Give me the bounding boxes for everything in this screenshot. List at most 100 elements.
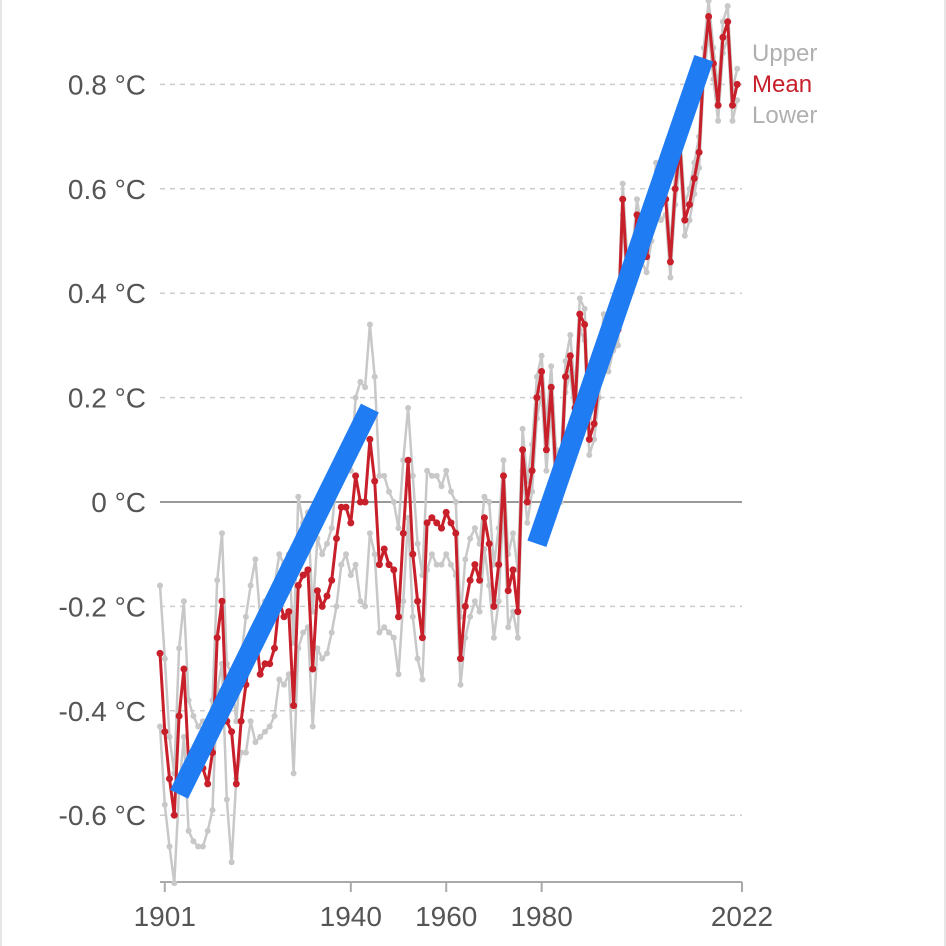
lower-point [262, 728, 268, 735]
mean-point [323, 592, 331, 600]
mean-point [695, 148, 703, 156]
mean-point [576, 310, 584, 318]
lower-point [352, 561, 359, 568]
upper-point [352, 394, 359, 401]
lower-point [157, 723, 163, 730]
lower-point [223, 796, 230, 803]
upper-point [366, 321, 373, 328]
lower-point [486, 582, 493, 589]
upper-point [371, 373, 378, 380]
lower-point [166, 843, 173, 850]
x-axis: 1901 1940 1960 1980 2022 [134, 881, 773, 932]
upper-point [471, 525, 478, 532]
upper-point [381, 472, 388, 479]
mean-point [528, 467, 536, 475]
upper-point [185, 697, 192, 704]
mean-point [166, 775, 173, 783]
mean-point [500, 472, 507, 480]
mean-point [375, 561, 383, 569]
lower-point [543, 467, 550, 474]
mean-point [333, 535, 340, 542]
mean-point [523, 498, 531, 506]
mean-point [399, 529, 407, 537]
lower-point [495, 598, 502, 605]
trend-line [170, 403, 379, 799]
lower-point [419, 676, 426, 683]
mean-point [170, 811, 178, 819]
mean-series [156, 13, 741, 819]
upper-point [428, 472, 435, 479]
mean-point [590, 420, 598, 428]
lower-point [586, 452, 593, 458]
mean-point [175, 712, 183, 720]
lower-point [252, 739, 259, 746]
mean-point [533, 394, 541, 402]
lower-point [667, 274, 674, 281]
upper-point [538, 352, 545, 359]
lower-point [161, 801, 168, 808]
frame-left-edge [0, 0, 2, 946]
mean-point [156, 649, 164, 657]
mean-point [671, 185, 679, 193]
mean-point [504, 587, 512, 595]
mean-point [395, 613, 402, 621]
mean-point [361, 498, 369, 506]
mean-point [724, 18, 732, 26]
mean-point [452, 529, 460, 537]
mean-point [414, 597, 422, 605]
lower-point [657, 217, 664, 224]
mean-point [342, 503, 350, 511]
y-tick-label: 0.6 °C [68, 174, 146, 205]
mean-point [318, 602, 326, 610]
legend-lower: Lower [752, 102, 817, 129]
mean-point [686, 201, 693, 208]
x-tick-label: 1980 [510, 901, 572, 932]
mean-point [352, 472, 360, 480]
upper-point [724, 3, 731, 10]
lower-point [300, 629, 307, 636]
mean-point [385, 561, 393, 569]
y-tick-label: 0 °C [91, 487, 146, 518]
lower-point [290, 770, 297, 777]
upper-point [180, 598, 187, 605]
mean-point [280, 613, 288, 621]
lower-point [357, 598, 364, 605]
lower-point [185, 827, 192, 834]
mean-point [304, 566, 312, 574]
mean-point [161, 728, 169, 736]
uncertainty-bounds [157, 0, 741, 887]
upper-point [567, 332, 574, 338]
mean-point [666, 258, 674, 266]
upper-point [357, 378, 364, 385]
lower-point [467, 613, 474, 620]
lower-point [443, 551, 450, 558]
upper-point [190, 713, 197, 719]
lower-point [681, 232, 688, 239]
lower-point [242, 749, 249, 756]
upper-point [390, 499, 397, 505]
y-tick-label: 0.4 °C [68, 278, 146, 309]
lower-point [734, 97, 741, 104]
lower-point [505, 624, 512, 631]
mean-point [705, 13, 713, 20]
lower-point [476, 608, 483, 615]
mean-point [495, 561, 503, 569]
lower-point [285, 671, 292, 678]
mean-point [733, 80, 741, 88]
y-axis: 0.8 °C 0.6 °C 0.4 °C 0.2 °C 0 °C -0.2 °C -0.4 … [59, 69, 146, 831]
lower-point [271, 713, 278, 719]
upper-point [490, 561, 497, 568]
lower-point [448, 561, 454, 568]
lower-point [381, 624, 388, 631]
upper-point [424, 467, 431, 474]
lower-point [643, 269, 650, 276]
lower-point [319, 655, 326, 662]
lower-point [338, 561, 345, 568]
upper-point [295, 493, 302, 500]
lower-point [314, 645, 321, 652]
lower-point [428, 551, 435, 558]
mean-point [681, 216, 689, 224]
upper-point [734, 65, 741, 72]
upper-point [362, 384, 369, 391]
upper-point [219, 530, 225, 537]
